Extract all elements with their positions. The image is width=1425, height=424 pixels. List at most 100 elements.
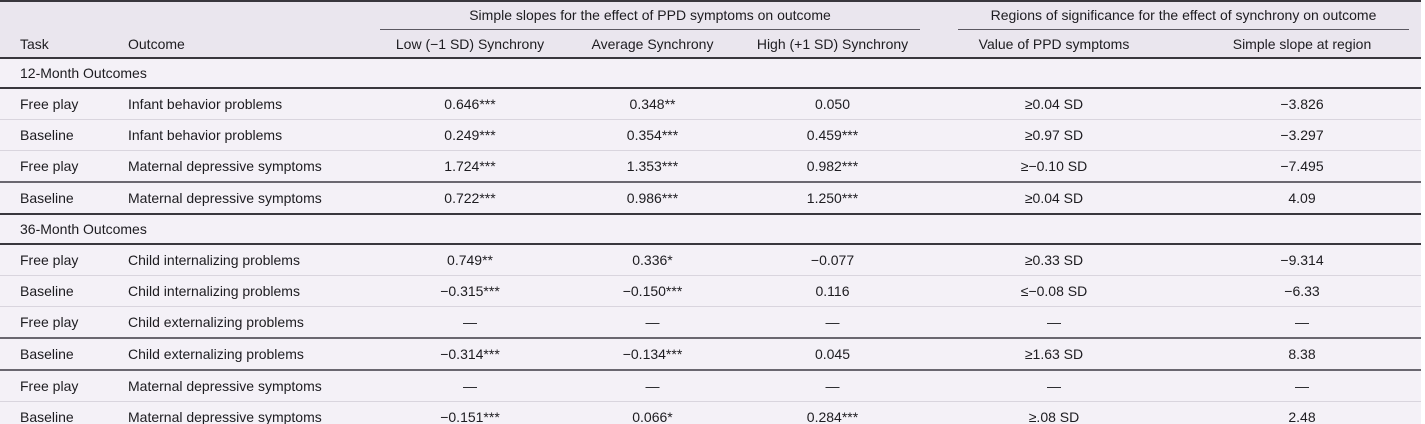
low-slope-cell: −0.314*** bbox=[440, 346, 500, 362]
high-slope-cell: 0.459*** bbox=[806, 127, 859, 143]
high-slope-cell: 0.982*** bbox=[806, 158, 859, 174]
high-slope-cell: 1.250*** bbox=[806, 190, 859, 206]
section-title: 12-Month Outcomes bbox=[20, 65, 147, 81]
col-header-outcome: Outcome bbox=[128, 35, 185, 52]
outcome-cell: Child internalizing problems bbox=[128, 283, 300, 299]
outcome-cell: Infant behavior problems bbox=[128, 127, 283, 143]
section-title: 36-Month Outcomes bbox=[20, 221, 147, 237]
spanner-row: Simple slopes for the effect of PPD symp… bbox=[0, 1, 1421, 30]
high-slope-cell: — bbox=[825, 314, 840, 330]
outcome-cell: Child externalizing problems bbox=[128, 346, 304, 362]
col-header-high-synchrony: High (+1 SD) Synchrony bbox=[756, 35, 909, 52]
spanner-spacer-outcome bbox=[125, 1, 375, 30]
high-slope-cell: 0.050 bbox=[814, 96, 851, 112]
avg-slope-cell: — bbox=[645, 314, 660, 330]
high-slope-cell: −0.077 bbox=[810, 252, 855, 268]
spanner-spacer-task bbox=[0, 1, 125, 30]
outcome-cell: Maternal depressive symptoms bbox=[128, 409, 322, 424]
ppd-value-cell: ≥0.04 SD bbox=[1024, 96, 1084, 112]
table-row: Baseline Maternal depressive symptoms 0.… bbox=[0, 182, 1421, 214]
ppd-value-cell: ≥1.63 SD bbox=[1024, 346, 1084, 362]
slope-region-cell: −9.314 bbox=[1280, 252, 1324, 268]
spanner-regions-label: Regions of significance for the effect o… bbox=[958, 3, 1409, 30]
task-cell: Free play bbox=[20, 252, 79, 268]
table-row: Free play Child internalizing problems 0… bbox=[0, 244, 1421, 276]
outcome-cell: Child internalizing problems bbox=[128, 252, 300, 268]
table-row: Baseline Child externalizing problems −0… bbox=[0, 338, 1421, 370]
outcome-cell: Child externalizing problems bbox=[128, 314, 304, 330]
slope-region-cell: −6.33 bbox=[1284, 283, 1320, 299]
col-header-ppd-value: Value of PPD symptoms bbox=[978, 35, 1130, 52]
table-body: 12-Month Outcomes Free play Infant behav… bbox=[0, 58, 1421, 424]
avg-slope-cell: — bbox=[645, 378, 660, 394]
task-cell: Baseline bbox=[20, 190, 74, 206]
task-cell: Free play bbox=[20, 158, 79, 174]
ppd-value-cell: — bbox=[1047, 378, 1061, 394]
spanner-simple-slopes: Simple slopes for the effect of PPD symp… bbox=[375, 1, 925, 30]
task-cell: Baseline bbox=[20, 127, 74, 143]
slope-region-cell: — bbox=[1295, 314, 1309, 330]
high-slope-cell: 0.045 bbox=[814, 346, 851, 362]
avg-slope-cell: 0.066* bbox=[632, 409, 673, 424]
task-cell: Baseline bbox=[20, 409, 74, 424]
low-slope-cell: 0.249*** bbox=[444, 127, 496, 143]
table-row: Free play Maternal depressive symptoms —… bbox=[0, 370, 1421, 402]
col-header-simple-slope: Simple slope at region bbox=[1232, 35, 1372, 52]
low-slope-cell: 1.724*** bbox=[444, 158, 496, 174]
avg-slope-cell: 1.353*** bbox=[626, 158, 679, 174]
slope-region-cell: −3.297 bbox=[1280, 127, 1324, 143]
spanner-regions: Regions of significance for the effect o… bbox=[925, 1, 1421, 30]
outcome-cell: Infant behavior problems bbox=[128, 96, 283, 112]
low-slope-cell: 0.646*** bbox=[444, 96, 496, 112]
task-cell: Free play bbox=[20, 378, 79, 394]
ppd-value-cell: ≥0.97 SD bbox=[1024, 127, 1084, 143]
task-cell: Baseline bbox=[20, 346, 74, 362]
task-cell: Free play bbox=[20, 96, 79, 112]
table-row: Baseline Maternal depressive symptoms −0… bbox=[0, 402, 1421, 424]
task-cell: Baseline bbox=[20, 283, 74, 299]
ppd-value-cell: ≥−0.10 SD bbox=[1020, 158, 1088, 174]
avg-slope-cell: −0.134*** bbox=[622, 346, 683, 362]
slope-region-cell: — bbox=[1295, 378, 1309, 394]
col-header-low-synchrony: Low (−1 SD) Synchrony bbox=[395, 35, 545, 52]
spanner-simple-slopes-label: Simple slopes for the effect of PPD symp… bbox=[380, 3, 920, 30]
ppd-value-cell: ≥.08 SD bbox=[1028, 409, 1080, 424]
table-row: Free play Child externalizing problems —… bbox=[0, 307, 1421, 338]
slope-region-cell: 2.48 bbox=[1288, 409, 1316, 424]
section-header-12-month: 12-Month Outcomes bbox=[0, 58, 1421, 88]
outcome-cell: Maternal depressive symptoms bbox=[128, 190, 322, 206]
col-header-average-synchrony: Average Synchrony bbox=[591, 35, 714, 52]
table-row: Free play Maternal depressive symptoms 1… bbox=[0, 151, 1421, 182]
avg-slope-cell: 0.986*** bbox=[626, 190, 679, 206]
section-header-36-month: 36-Month Outcomes bbox=[0, 214, 1421, 244]
slope-region-cell: −7.495 bbox=[1280, 158, 1324, 174]
outcome-cell: Maternal depressive symptoms bbox=[128, 378, 322, 394]
low-slope-cell: 0.722*** bbox=[444, 190, 496, 206]
col-header-task: Task bbox=[20, 35, 49, 52]
slope-region-cell: −3.826 bbox=[1280, 96, 1324, 112]
avg-slope-cell: 0.348** bbox=[629, 96, 676, 112]
avg-slope-cell: 0.354*** bbox=[626, 127, 679, 143]
slope-region-cell: 8.38 bbox=[1288, 346, 1316, 362]
ppd-value-cell: ≤−0.08 SD bbox=[1020, 283, 1088, 299]
low-slope-cell: −0.151*** bbox=[440, 409, 500, 424]
outcome-cell: Maternal depressive symptoms bbox=[128, 158, 322, 174]
task-cell: Free play bbox=[20, 314, 79, 330]
avg-slope-cell: −0.150*** bbox=[622, 283, 683, 299]
high-slope-cell: 0.284*** bbox=[806, 409, 859, 424]
table-header: Simple slopes for the effect of PPD symp… bbox=[0, 1, 1421, 58]
ppd-value-cell: — bbox=[1047, 314, 1061, 330]
high-slope-cell: 0.116 bbox=[815, 283, 850, 299]
table-row: Baseline Infant behavior problems 0.249*… bbox=[0, 120, 1421, 151]
avg-slope-cell: 0.336* bbox=[632, 252, 673, 268]
low-slope-cell: −0.315*** bbox=[440, 283, 500, 299]
table-row: Baseline Child internalizing problems −0… bbox=[0, 276, 1421, 307]
low-slope-cell: 0.749** bbox=[447, 252, 493, 268]
ppd-value-cell: ≥0.04 SD bbox=[1024, 190, 1084, 206]
low-slope-cell: — bbox=[463, 314, 477, 330]
column-header-row: Task Outcome Low (−1 SD) Synchrony Avera… bbox=[0, 30, 1421, 58]
low-slope-cell: — bbox=[463, 378, 477, 394]
ppd-value-cell: ≥0.33 SD bbox=[1024, 252, 1084, 268]
slope-region-cell: 4.09 bbox=[1288, 190, 1316, 206]
